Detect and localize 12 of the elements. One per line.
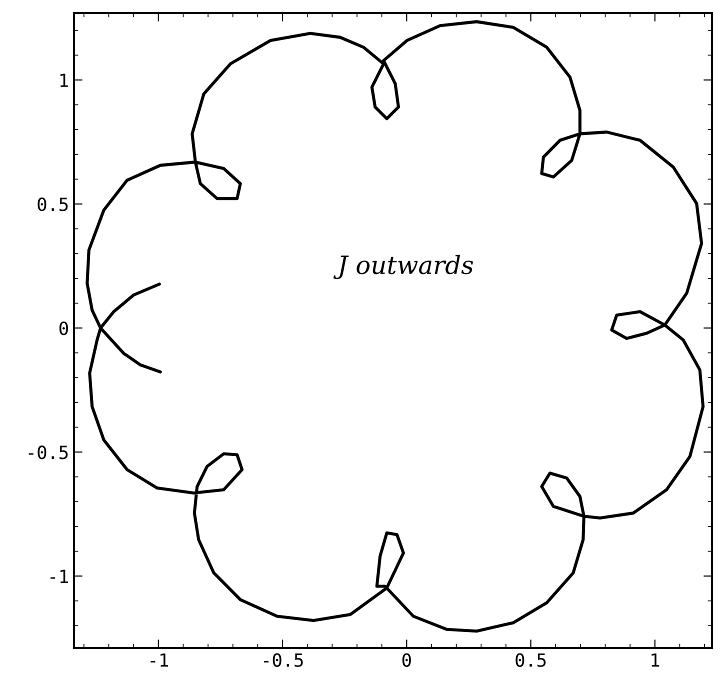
y-tick-label: 1 xyxy=(60,74,68,87)
x-tick-label: -1 xyxy=(150,654,168,667)
x-tick-label: 0 xyxy=(402,653,411,667)
y-tick-label: 0 xyxy=(59,322,68,336)
y-tick-label: -1 xyxy=(50,570,68,583)
x-tick-label: -0.5 xyxy=(264,653,303,667)
line-series xyxy=(86,20,705,633)
x-tick-label: 1 xyxy=(652,654,660,667)
x-tick-label: 0.5 xyxy=(516,653,546,667)
y-tick-label: 0.5 xyxy=(38,198,68,212)
annotation: J outwards xyxy=(333,254,474,280)
y-tick-label: -0.5 xyxy=(28,446,68,460)
